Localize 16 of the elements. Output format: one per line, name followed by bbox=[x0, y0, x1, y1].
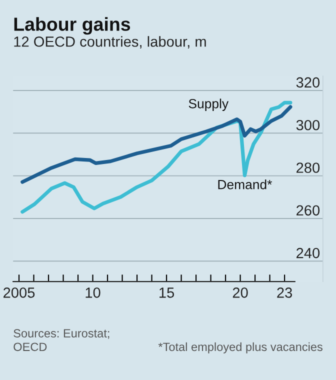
y-tick-label: 240 bbox=[296, 248, 320, 258]
text: *Total employed plus vacancies bbox=[158, 342, 322, 354]
y-tick-label: 320 bbox=[296, 77, 320, 88]
x-tick-label: 10 bbox=[86, 288, 100, 298]
x-tick-label: 23 bbox=[277, 288, 292, 298]
chart-title: Labour gains bbox=[14, 17, 130, 35]
y-tick-label: 300 bbox=[296, 120, 320, 130]
x-tick-label: 15 bbox=[160, 288, 174, 298]
x-tick-label: 20 bbox=[232, 288, 248, 298]
chart-subtitle: 12 OECD countries, labour, m bbox=[14, 36, 206, 49]
series-label: Supply bbox=[188, 98, 229, 111]
source-note: Sources: Eurostat; OECD bbox=[14, 329, 110, 352]
y-tick-label: 280 bbox=[296, 162, 320, 173]
series-label: Demand* bbox=[218, 180, 272, 190]
x-tick-label: 2005 bbox=[4, 288, 35, 298]
y-tick-label: 260 bbox=[296, 205, 320, 216]
